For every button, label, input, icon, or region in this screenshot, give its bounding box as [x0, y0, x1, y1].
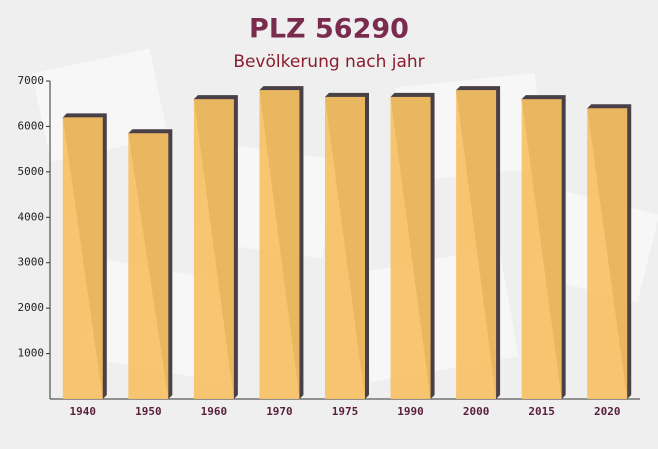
- y-tick-label: 5000: [18, 165, 45, 178]
- y-tick-label: 7000: [18, 74, 45, 87]
- bar: [62, 117, 103, 399]
- bar: [456, 90, 497, 399]
- x-tick-label: 2020: [594, 405, 621, 418]
- x-tick-label: 1950: [135, 405, 162, 418]
- x-tick-label: 1975: [332, 405, 359, 418]
- bar: [390, 96, 431, 400]
- y-tick-label: 2000: [18, 301, 45, 314]
- bar: [325, 96, 365, 400]
- x-tick-label: 1990: [397, 405, 424, 418]
- y-tick-label: 4000: [18, 210, 45, 223]
- bar: [128, 133, 169, 399]
- bar: [521, 99, 562, 400]
- bar: [259, 90, 300, 399]
- chart-title: PLZ 56290: [249, 14, 409, 45]
- y-tick-label: 1000: [18, 347, 45, 360]
- bar: [193, 99, 234, 400]
- x-tick-label: 2015: [528, 405, 555, 418]
- chart-subtitle: Bevölkerung nach jahr: [233, 52, 424, 72]
- x-tick-label: 1970: [266, 405, 293, 418]
- bar: [587, 108, 628, 399]
- x-tick-label: 2000: [463, 405, 490, 418]
- x-tick-label: 1960: [201, 405, 228, 418]
- x-tick-label: 1940: [70, 405, 97, 418]
- y-tick-label: 6000: [18, 119, 45, 132]
- y-tick-label: 3000: [18, 256, 45, 269]
